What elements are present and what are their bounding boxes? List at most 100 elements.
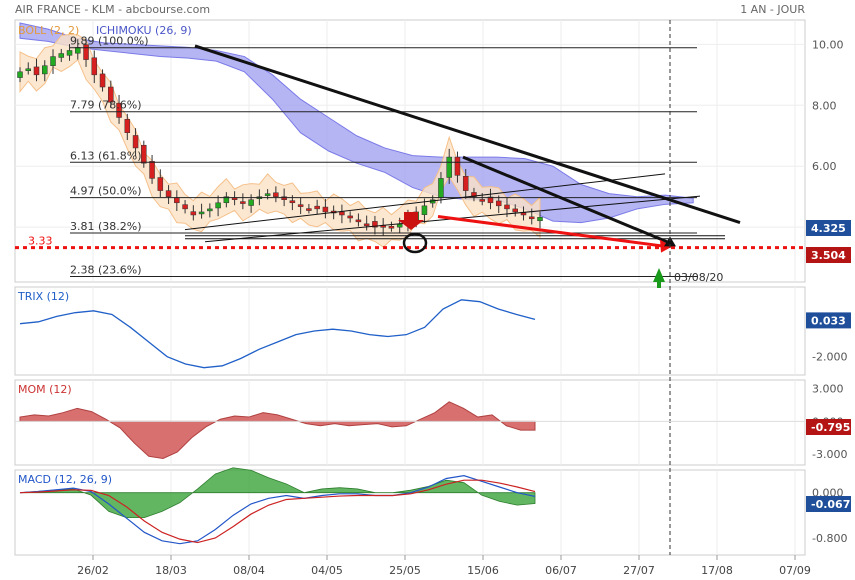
candle-body — [504, 204, 510, 210]
candle-body — [281, 196, 287, 200]
low-circle — [402, 232, 428, 254]
candle-body — [116, 102, 122, 118]
mom-tick-label: 3.000 — [812, 383, 844, 396]
macd-tick-label: -0.800 — [812, 532, 847, 545]
candle-body — [289, 200, 296, 204]
trix-badge: 0.033 — [811, 314, 846, 327]
target-price-badge: 3.504 — [811, 249, 846, 262]
ichimoku-cloud — [19, 22, 694, 224]
candle-body — [83, 44, 89, 60]
x-tick-label: 25/05 — [389, 564, 421, 577]
x-tick-label: 26/02 — [77, 564, 109, 577]
legend-ichimoku: ICHIMOKU (26, 9) — [96, 24, 192, 37]
candle-body — [17, 71, 23, 78]
x-tick-label: 17/08 — [701, 564, 733, 577]
candle-body — [528, 216, 535, 220]
mom-area — [19, 401, 536, 459]
candle-body — [190, 211, 197, 216]
last-price-badge-bg — [806, 220, 851, 236]
candle-body — [174, 197, 180, 204]
candle-body — [223, 196, 230, 204]
candle-body — [454, 156, 461, 176]
period-label[interactable]: 1 AN - JOUR — [740, 3, 805, 16]
fib-label: 2.38 (23.6%) — [70, 264, 142, 277]
trix-badge-bg — [806, 312, 851, 329]
y-tick-label: 6.00 — [812, 160, 837, 173]
candle-body — [446, 156, 452, 178]
candle-body — [207, 208, 213, 212]
target-date: 03/08/20 — [674, 271, 723, 284]
candle-body — [372, 221, 378, 228]
candle-body — [75, 47, 81, 54]
x-tick-label: 06/07 — [545, 564, 577, 577]
x-tick-label: 18/03 — [155, 564, 187, 577]
candle-body — [149, 161, 155, 179]
candle-body — [314, 205, 320, 210]
candle-body — [347, 215, 353, 219]
chart-title: AIR FRANCE - KLM - abcbourse.com — [15, 3, 211, 16]
trend-line-secondary — [462, 155, 673, 246]
candle-body — [273, 192, 279, 197]
candle-body — [124, 119, 131, 133]
candle-body — [396, 223, 403, 228]
candle-body — [322, 206, 329, 213]
target-price-badge-bg — [806, 247, 851, 263]
candle-body — [141, 144, 147, 164]
candle-body — [99, 73, 106, 88]
candle-body — [306, 208, 312, 211]
x-tick-label: 08/04 — [233, 564, 265, 577]
candle-body — [355, 219, 362, 223]
mom-legend: MOM (12) — [18, 383, 72, 396]
macd-legend: MACD (12, 26, 9) — [18, 473, 112, 486]
candle-body — [33, 66, 40, 76]
candle-body — [165, 190, 172, 197]
candle-body — [438, 178, 444, 199]
x-tick-label: 27/07 — [623, 564, 655, 577]
candle-body — [108, 86, 114, 103]
candle-body — [537, 217, 543, 222]
fib-label: 7.79 (78.6%) — [70, 99, 142, 112]
candle-body — [512, 208, 518, 213]
candle-body — [248, 199, 254, 206]
macd-histogram — [19, 467, 536, 518]
candle-body — [421, 205, 428, 215]
macd-badge: -0.067 — [811, 498, 850, 511]
mom-tick-label: -3.000 — [812, 448, 847, 461]
candle-body — [25, 68, 32, 71]
trix-legend: TRIX (12) — [17, 290, 69, 303]
target-arrow-line — [437, 215, 664, 248]
y-tick-label: 10.00 — [812, 38, 844, 51]
candle-body — [495, 200, 502, 207]
green-up-arrow — [653, 268, 665, 288]
candle-body — [479, 199, 485, 202]
candle-body — [240, 201, 246, 204]
candle-body — [215, 202, 221, 209]
candle-body — [487, 196, 494, 204]
legend-boll: BOLL (2, 2) — [18, 24, 79, 37]
macd-badge-bg — [806, 496, 851, 512]
trend-line-main — [194, 44, 741, 225]
x-tick-label: 15/06 — [467, 564, 499, 577]
mom-badge-bg — [806, 419, 851, 435]
support-label: 3.33 — [28, 235, 53, 248]
candle-body — [471, 192, 477, 197]
macd-line — [19, 475, 536, 545]
channel-line-upper — [184, 173, 666, 231]
fib-label: 9.89 (100.0%) — [70, 35, 149, 48]
candle-body — [58, 53, 65, 58]
candle-body — [339, 211, 345, 216]
x-tick-label: 07/09 — [779, 564, 811, 577]
candle-body — [264, 193, 271, 196]
candle-body — [50, 56, 56, 66]
candle-body — [462, 176, 469, 191]
fib-label: 6.13 (61.8%) — [70, 149, 142, 162]
mom-badge: -0.795 — [811, 421, 850, 434]
fib-label: 4.97 (50.0%) — [70, 185, 142, 198]
x-tick-label: 04/05 — [311, 564, 343, 577]
target-marker — [664, 236, 676, 247]
macd-signal-line — [19, 479, 536, 544]
fib-label: 3.81 (38.2%) — [70, 220, 142, 233]
candle-body — [520, 212, 527, 216]
last-price-badge: 4.325 — [811, 222, 846, 235]
